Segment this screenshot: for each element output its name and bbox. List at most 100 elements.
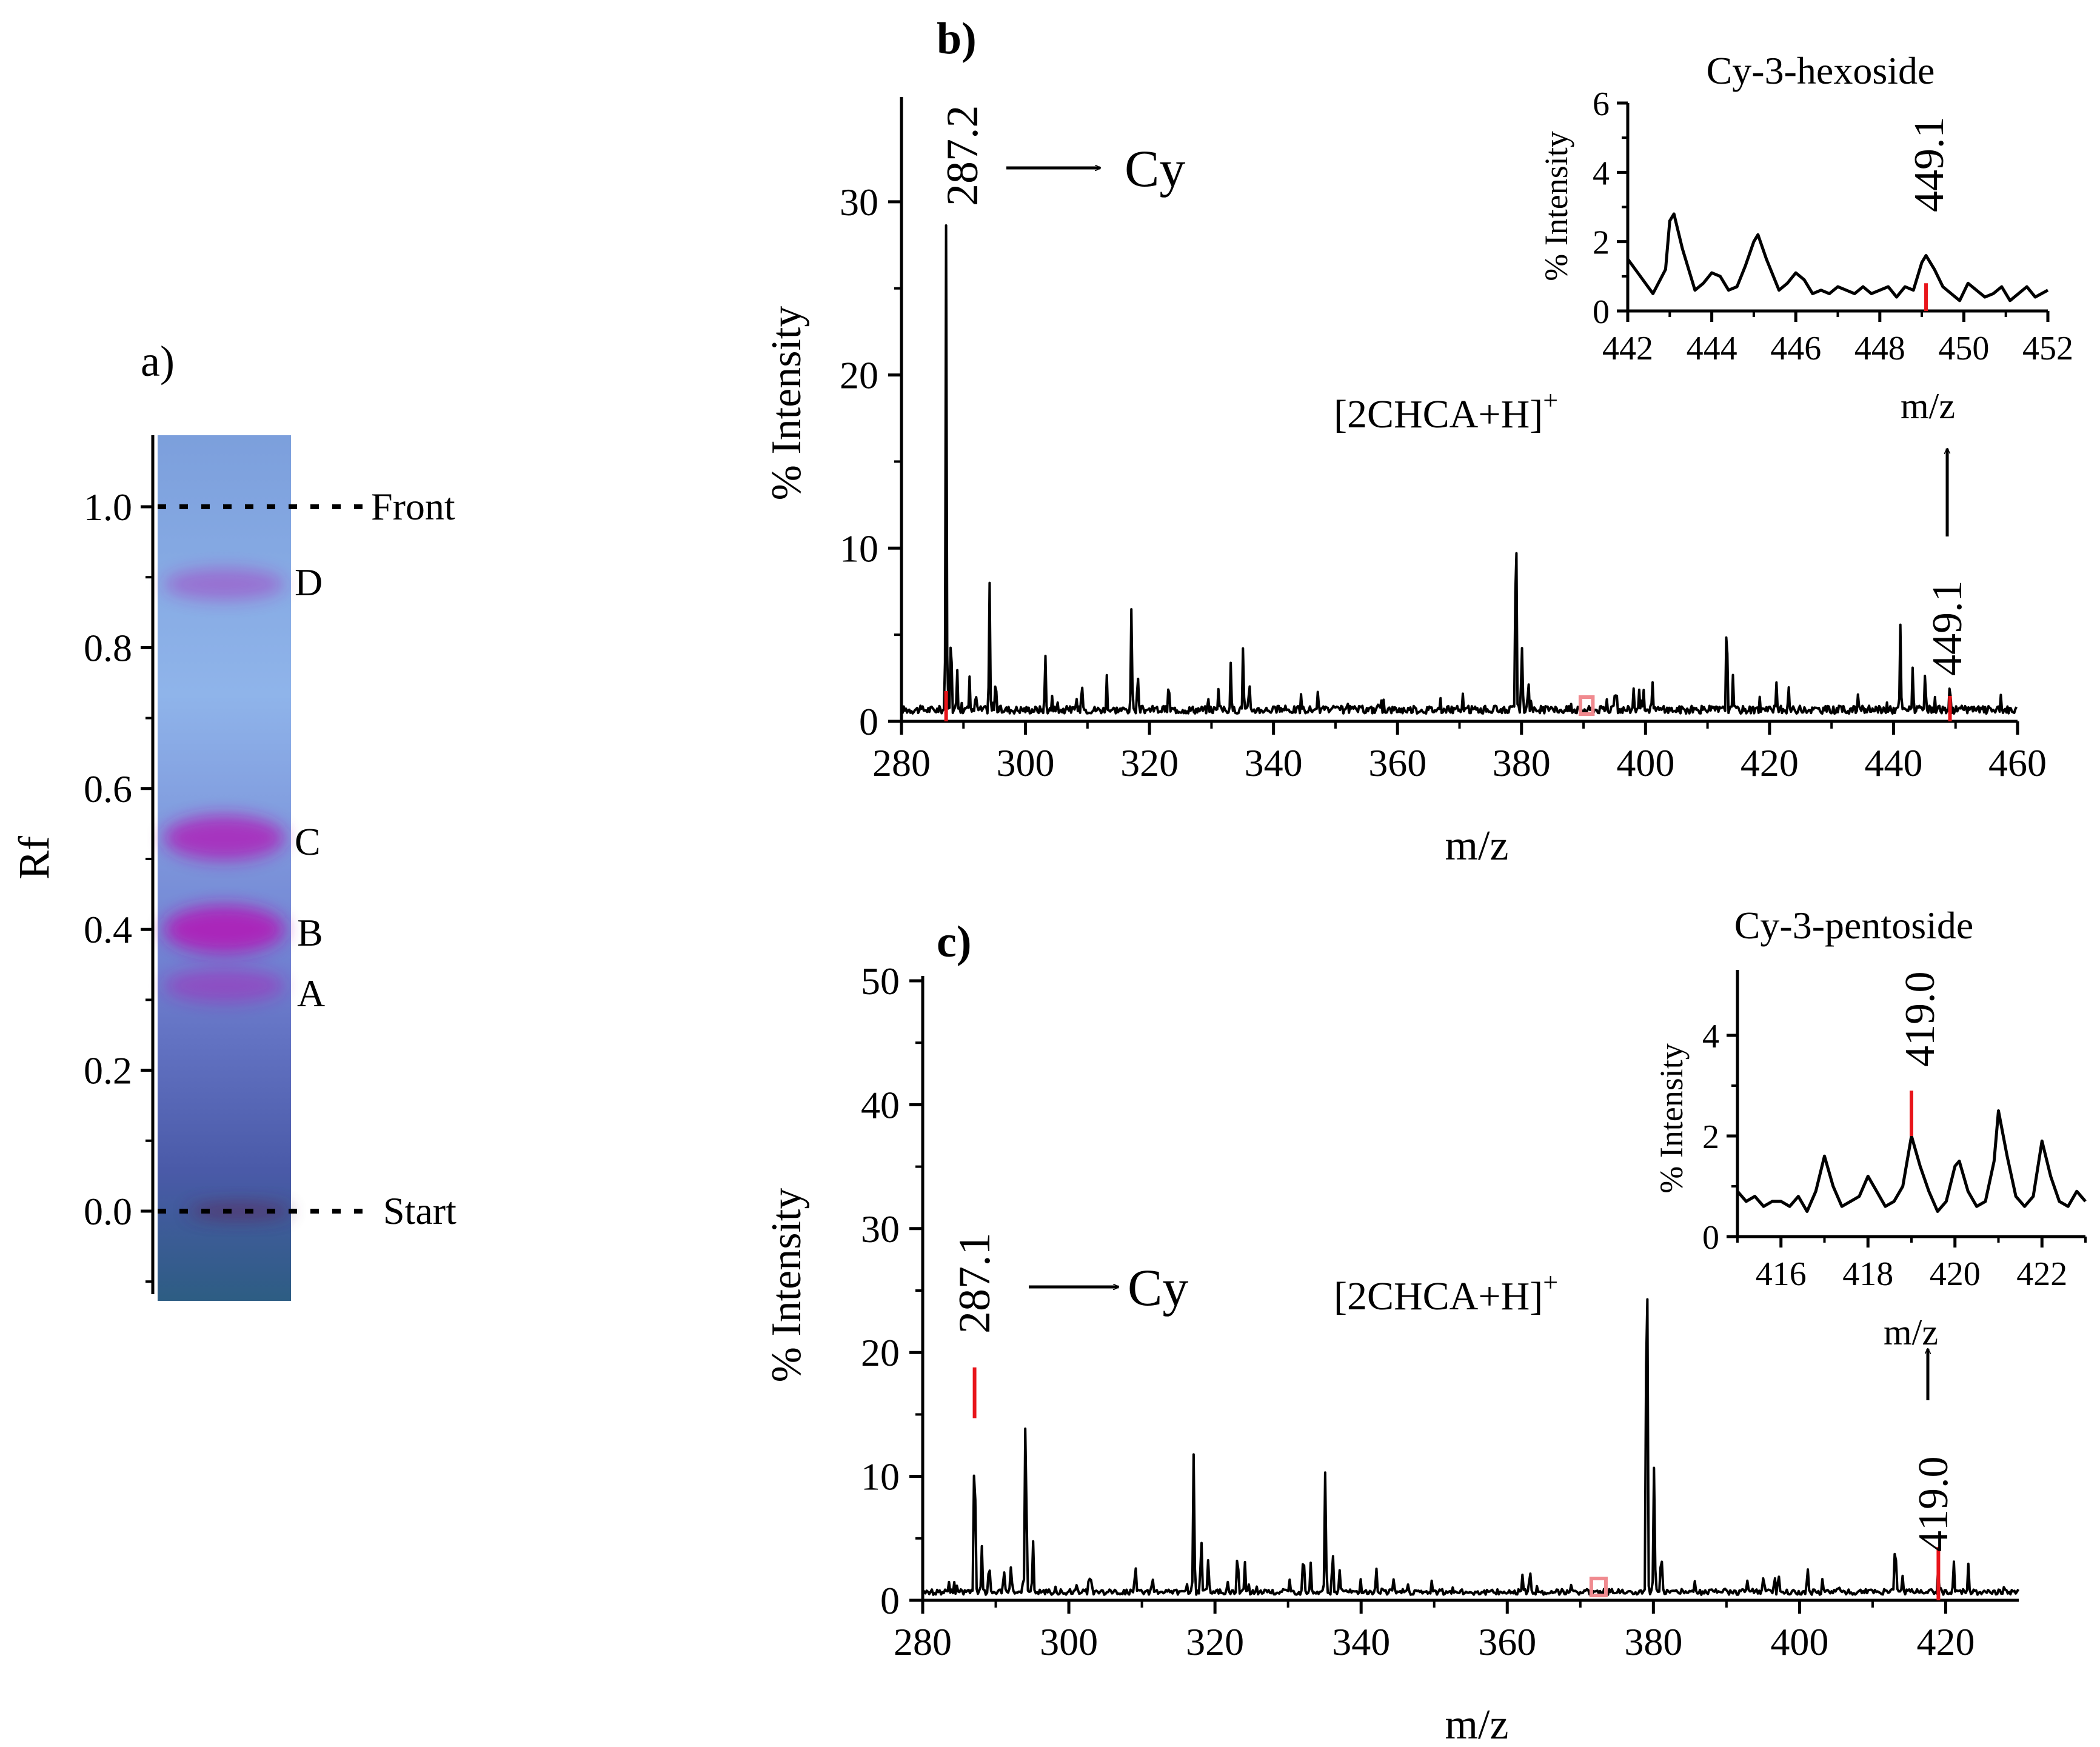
tlc-start-spot xyxy=(188,1203,291,1220)
inset-x-tick-label: 418 xyxy=(1842,1255,1893,1293)
y-tick-label: 20 xyxy=(861,1331,900,1374)
panel-c-xlabel: m/z xyxy=(1445,1702,1509,1747)
y-tick-label: 0 xyxy=(859,700,878,743)
panel-b-label: b) xyxy=(937,14,977,64)
x-tick-label: 300 xyxy=(1040,1620,1098,1663)
panel-c-inset-line xyxy=(1736,1109,2087,1213)
x-tick-label: 380 xyxy=(1624,1620,1682,1663)
tlc-band-b xyxy=(164,905,285,954)
panel-b-spectrum: b) % Intensity m/z 280 300 320 340 360 380 400… xyxy=(763,14,2073,869)
inset-y-tick-label: 0 xyxy=(1593,293,1610,331)
inset-x-tick-label: 442 xyxy=(1602,330,1653,367)
x-tick-label: 360 xyxy=(1478,1620,1536,1663)
y-tick-label: 0 xyxy=(880,1579,900,1622)
panel-c-spectrum-line xyxy=(921,1298,2020,1596)
x-tick-label: 420 xyxy=(1741,741,1799,784)
tlc-plate xyxy=(158,435,291,1301)
tlc-band-c xyxy=(164,815,285,861)
y-tick-label: 30 xyxy=(840,181,878,224)
panel-b-peak-287-label: 287.2 xyxy=(938,105,988,207)
tlc-band-d xyxy=(164,568,285,601)
inset-x-tick-label: 446 xyxy=(1770,330,1821,367)
band-label-c: C xyxy=(295,820,321,863)
panel-c-label: c) xyxy=(937,917,972,967)
panel-a-tlc: a) Rf 1.0 0.8 0.6 0.4 0.2 0.0 Front Start D C… xyxy=(10,337,456,1301)
inset-x-tick-label: 444 xyxy=(1687,330,1737,367)
x-tick-label: 440 xyxy=(1864,741,1922,784)
x-tick-label: 280 xyxy=(894,1620,952,1663)
x-tick-label: 340 xyxy=(1245,741,1303,784)
panel-c-inset-marker-label: 419.0 xyxy=(1897,972,1944,1067)
band-label-a: A xyxy=(297,972,325,1015)
inset-x-tick-label: 448 xyxy=(1854,330,1905,367)
inset-y-tick-label: 2 xyxy=(1702,1118,1719,1156)
rf-tick-label: 0.4 xyxy=(84,908,132,951)
y-tick-label: 30 xyxy=(861,1208,900,1251)
x-tick-label: 320 xyxy=(1120,741,1179,784)
rf-tick-label: 0.0 xyxy=(84,1190,132,1233)
y-tick-label: 50 xyxy=(861,960,900,1003)
x-tick-label: 460 xyxy=(1988,741,2047,784)
inset-y-tick-label: 2 xyxy=(1593,224,1610,262)
inset-x-tick-label: 450 xyxy=(1938,330,1989,367)
inset-x-tick-label: 452 xyxy=(2022,330,2073,367)
panel-b-inset: Cy-3-hexoside % Intensity m/z 442 444 446 4… xyxy=(1538,49,2073,426)
panel-c-matrix-label: [2CHCA+H]+ xyxy=(1334,1268,1558,1318)
panel-b-highlight-box xyxy=(1578,695,1595,716)
rf-tick-label: 0.8 xyxy=(84,626,132,669)
inset-y-tick-label: 6 xyxy=(1593,85,1610,123)
inset-x-tick-label: 422 xyxy=(2016,1255,2067,1293)
panel-c-inset-ylabel: % Intensity xyxy=(1653,1043,1690,1193)
panel-b-inset-ticks: 442 444 446 448 450 452 0 2 4 6 xyxy=(1593,85,2073,367)
inset-y-tick-label: 0 xyxy=(1702,1219,1719,1257)
x-tick-label: 380 xyxy=(1493,741,1551,784)
panel-a-label: a) xyxy=(141,337,175,386)
panel-c-inset-ticks: 416 418 420 422 0 2 4 xyxy=(1702,1018,2087,1293)
panel-b-matrix-label: [2CHCA+H]+ xyxy=(1334,386,1558,436)
band-label-d: D xyxy=(295,561,323,604)
rf-ticks: 1.0 0.8 0.6 0.4 0.2 0.0 xyxy=(84,486,153,1283)
panel-b-cy-label: Cy xyxy=(1125,139,1185,198)
panel-b-ylabel: % Intensity xyxy=(763,306,810,501)
panel-a-ylabel: Rf xyxy=(10,836,58,880)
inset-x-tick-label: 416 xyxy=(1756,1255,1807,1293)
panel-c-spectrum: c) % Intensity m/z 280 300 320 340 360 380 400… xyxy=(763,904,2087,1747)
inset-y-tick-label: 4 xyxy=(1593,155,1610,192)
panel-b-inset-xlabel: m/z xyxy=(1901,386,1955,426)
x-tick-label: 420 xyxy=(1916,1620,1975,1663)
x-tick-label: 300 xyxy=(997,741,1055,784)
panel-b-inset-line xyxy=(1626,212,2049,302)
panel-b-inset-title: Cy-3-hexoside xyxy=(1707,49,1935,92)
band-label-b: B xyxy=(297,911,323,954)
panel-c-inset-xlabel: m/z xyxy=(1884,1312,1938,1352)
inset-y-tick-label: 4 xyxy=(1702,1018,1719,1055)
x-tick-label: 400 xyxy=(1616,741,1674,784)
x-tick-label: 280 xyxy=(872,741,931,784)
front-label: Front xyxy=(371,485,455,528)
tlc-band-a xyxy=(164,968,285,1003)
panel-b-spectrum-line xyxy=(900,224,2018,715)
x-tick-label: 400 xyxy=(1770,1620,1828,1663)
panel-c-cy-label: Cy xyxy=(1128,1258,1188,1317)
y-tick-label: 40 xyxy=(861,1083,900,1126)
panel-b-inset-ylabel: % Intensity xyxy=(1538,131,1574,281)
panel-c-inset-title: Cy-3-pentoside xyxy=(1734,904,1974,947)
panel-c-ylabel: % Intensity xyxy=(763,1188,810,1383)
rf-tick-label: 1.0 xyxy=(84,486,132,529)
panel-b-inset-marker-label: 449.1 xyxy=(1906,117,1953,213)
x-tick-label: 360 xyxy=(1368,741,1426,784)
panel-c-peak-419-label: 419.0 xyxy=(1910,1457,1957,1552)
tlc-bands xyxy=(164,568,291,1220)
y-tick-label: 10 xyxy=(861,1455,900,1498)
panel-b-xlabel: m/z xyxy=(1445,823,1509,869)
start-label: Start xyxy=(383,1189,456,1232)
y-tick-label: 20 xyxy=(840,354,878,397)
rf-tick-label: 0.2 xyxy=(84,1049,132,1092)
rf-tick-label: 0.6 xyxy=(84,767,132,810)
x-tick-label: 340 xyxy=(1332,1620,1390,1663)
inset-x-tick-label: 420 xyxy=(1930,1255,1981,1293)
y-tick-label: 10 xyxy=(840,527,878,570)
